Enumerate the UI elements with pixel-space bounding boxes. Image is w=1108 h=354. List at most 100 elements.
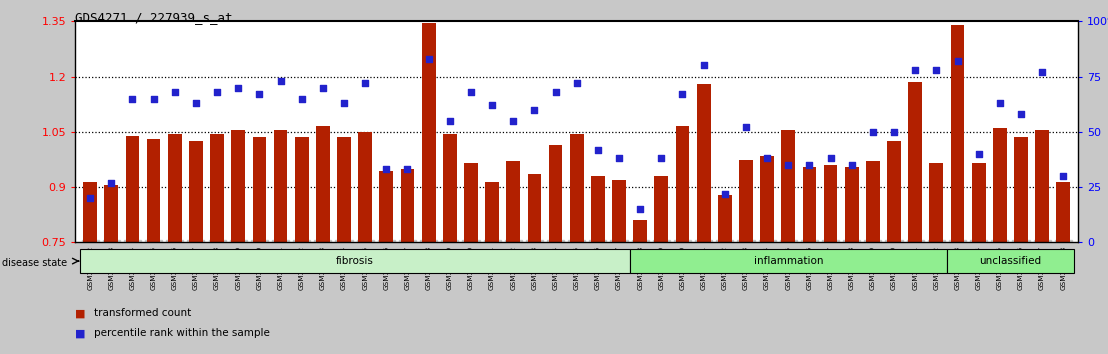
Bar — [253, 137, 266, 242]
Point — [462, 89, 480, 95]
Bar — [866, 161, 880, 242]
Bar — [845, 167, 859, 242]
Point — [758, 156, 776, 161]
Bar — [1035, 130, 1049, 242]
Text: unclassified: unclassified — [979, 256, 1042, 266]
Bar — [422, 23, 435, 242]
Point — [653, 156, 670, 161]
Point — [399, 167, 417, 172]
Point — [81, 195, 99, 201]
Point — [378, 167, 396, 172]
Bar — [1056, 182, 1070, 242]
Point — [779, 162, 797, 168]
Bar — [739, 160, 752, 242]
Bar — [951, 25, 964, 242]
Text: ■: ■ — [75, 329, 85, 338]
Bar — [104, 185, 119, 242]
Point — [927, 67, 945, 73]
Bar — [802, 167, 817, 242]
Bar — [909, 82, 922, 242]
Bar — [146, 139, 161, 242]
Bar — [443, 134, 456, 242]
Point — [271, 78, 289, 84]
Point — [674, 91, 691, 97]
Bar — [295, 137, 308, 242]
Point — [166, 89, 184, 95]
Text: inflammation: inflammation — [753, 256, 823, 266]
Point — [1055, 173, 1073, 179]
Bar — [527, 174, 542, 242]
Point — [695, 63, 712, 68]
Point — [737, 125, 755, 130]
Bar — [1014, 137, 1028, 242]
Point — [483, 103, 501, 108]
Point — [314, 85, 331, 91]
Point — [970, 151, 987, 157]
Text: percentile rank within the sample: percentile rank within the sample — [94, 329, 270, 338]
Point — [250, 91, 268, 97]
Point — [991, 100, 1008, 106]
Point — [589, 147, 607, 152]
Bar — [993, 128, 1007, 242]
Bar — [823, 165, 838, 242]
Bar — [358, 132, 372, 242]
Point — [567, 80, 585, 86]
Point — [906, 67, 924, 73]
Point — [1034, 69, 1051, 75]
Point — [885, 129, 903, 135]
Bar — [972, 163, 985, 242]
Bar — [760, 156, 774, 242]
Bar — [379, 171, 393, 242]
Bar — [211, 134, 224, 242]
Bar — [781, 130, 796, 242]
Point — [441, 118, 459, 124]
Point — [716, 191, 733, 197]
Bar — [629, 249, 947, 273]
Bar — [676, 126, 689, 242]
Point — [632, 206, 649, 212]
Point — [611, 156, 628, 161]
Point — [145, 96, 163, 102]
Bar — [337, 137, 351, 242]
Point — [546, 89, 564, 95]
Bar — [718, 195, 731, 242]
Bar — [888, 141, 901, 242]
Point — [124, 96, 142, 102]
Bar — [485, 182, 499, 242]
Bar — [274, 130, 287, 242]
Point — [843, 162, 861, 168]
Point — [948, 58, 966, 64]
Point — [420, 56, 438, 62]
Point — [525, 107, 543, 113]
Bar — [930, 163, 943, 242]
Point — [335, 100, 352, 106]
Bar — [125, 136, 140, 242]
Point — [801, 162, 819, 168]
Point — [504, 118, 522, 124]
Bar — [570, 134, 584, 242]
Bar — [80, 249, 629, 273]
Bar — [591, 176, 605, 242]
Point — [822, 156, 840, 161]
Bar — [548, 145, 563, 242]
Bar — [634, 220, 647, 242]
Bar — [401, 169, 414, 242]
Bar — [316, 126, 330, 242]
Bar — [464, 163, 478, 242]
Text: transformed count: transformed count — [94, 308, 192, 318]
Point — [187, 100, 205, 106]
Point — [357, 80, 375, 86]
Bar — [655, 176, 668, 242]
Point — [1012, 111, 1029, 117]
Bar — [83, 182, 98, 242]
Text: GDS4271 / 227939_s_at: GDS4271 / 227939_s_at — [75, 11, 233, 24]
Bar — [697, 84, 710, 242]
Point — [102, 180, 120, 185]
Bar — [947, 249, 1074, 273]
Text: ■: ■ — [75, 308, 85, 318]
Point — [293, 96, 310, 102]
Bar — [189, 141, 203, 242]
Bar — [612, 180, 626, 242]
Point — [208, 89, 226, 95]
Text: disease state: disease state — [2, 258, 68, 268]
